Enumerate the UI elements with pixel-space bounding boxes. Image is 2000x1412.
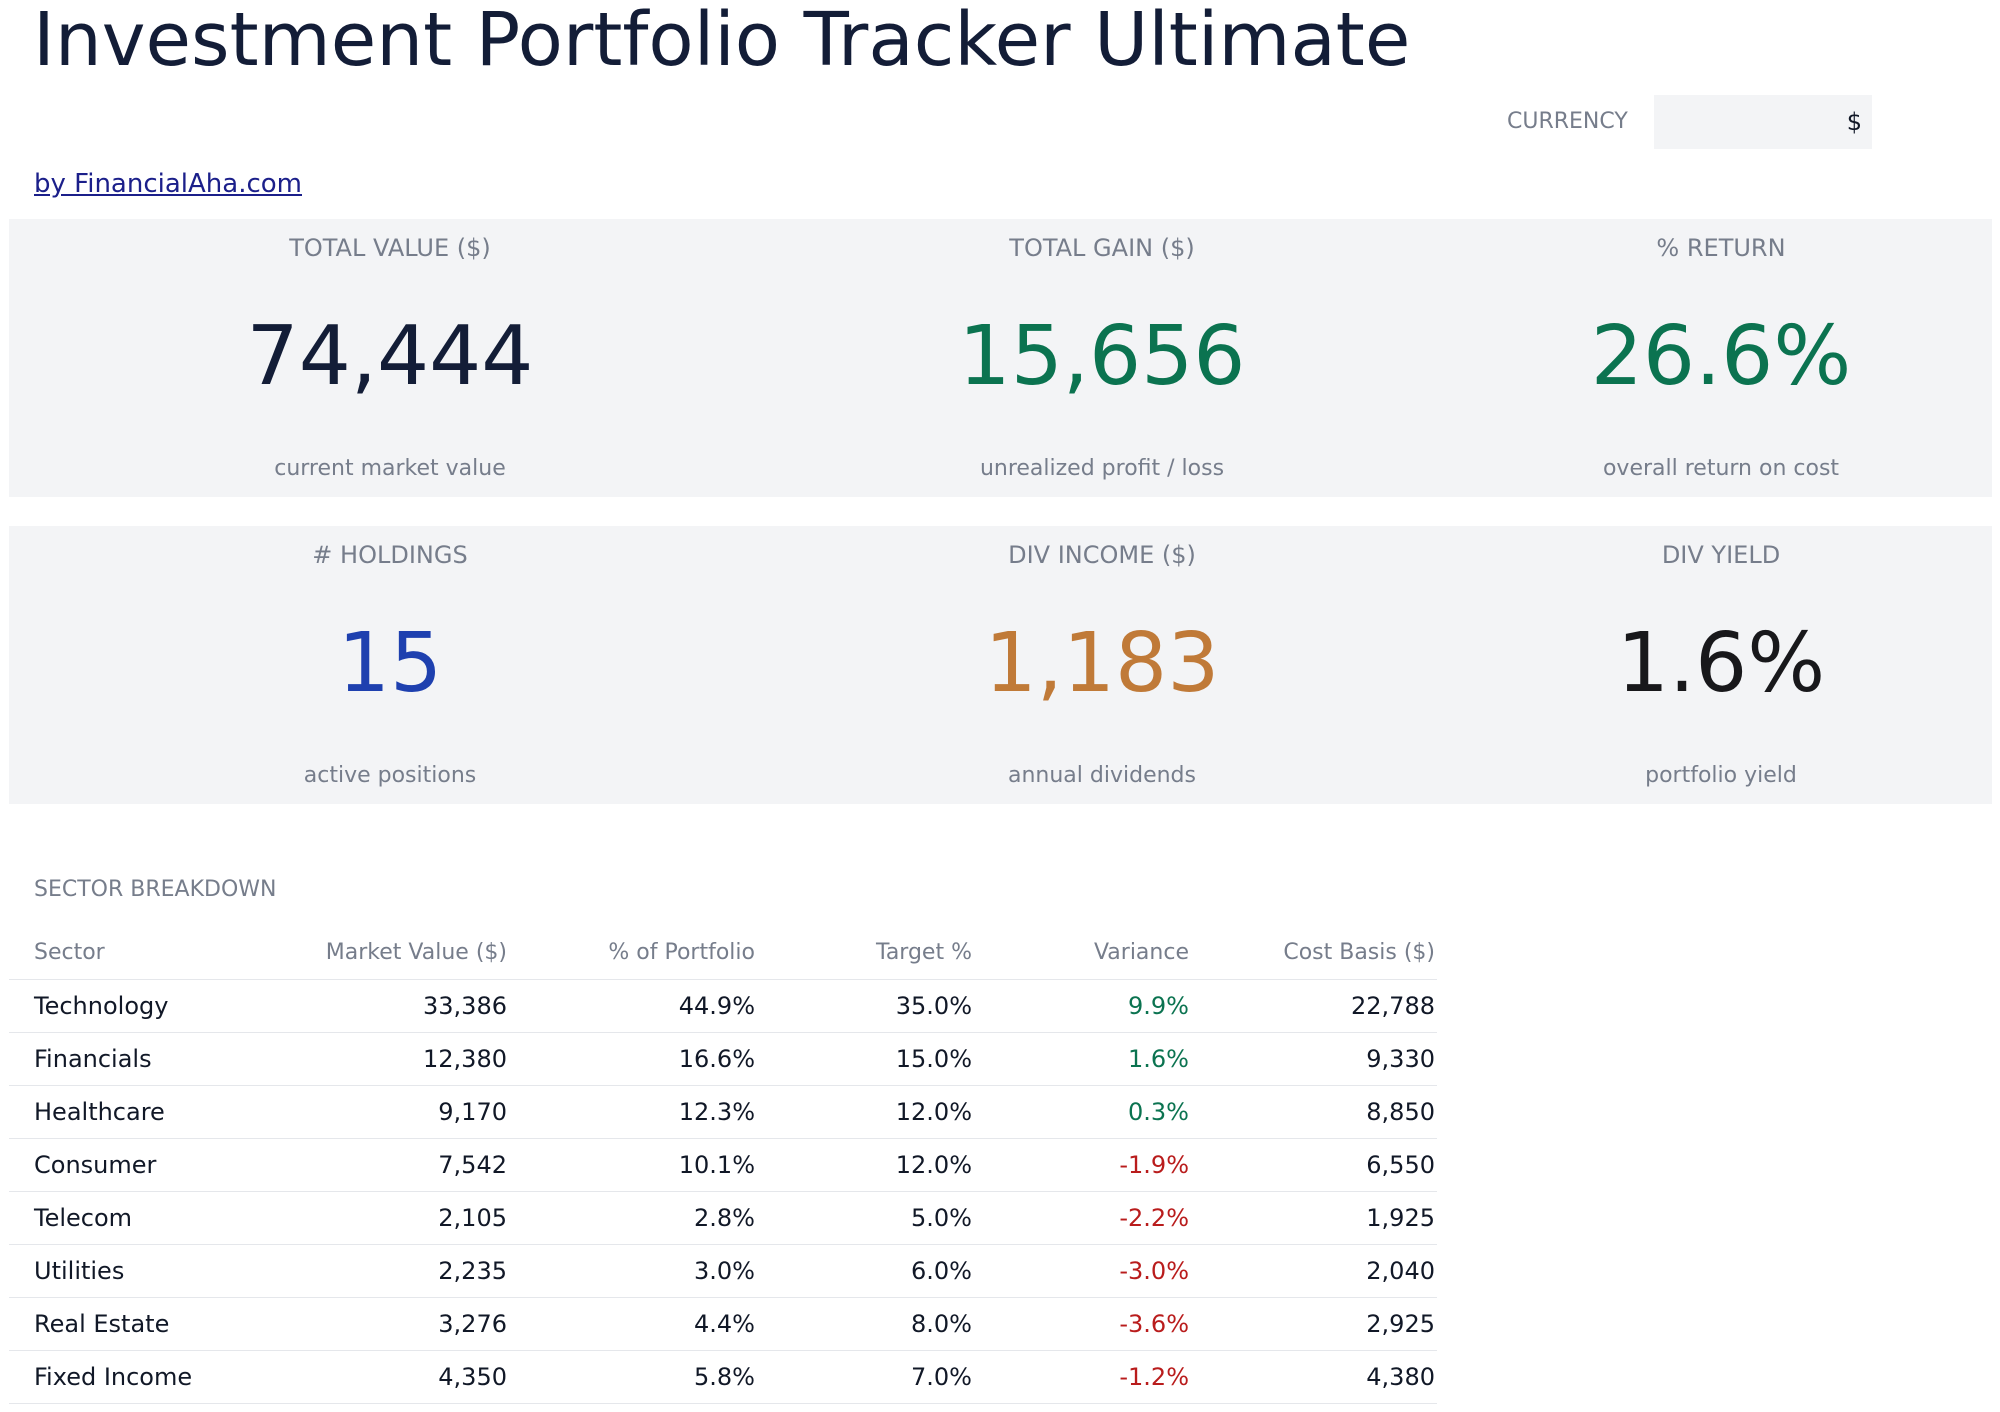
cost-basis-cell: 6,550 [1189, 1138, 1437, 1192]
variance-cell: -1.2% [972, 1350, 1189, 1404]
kpi-caption: portfolio yield [1645, 763, 1797, 788]
kpi-caption: overall return on cost [1602, 456, 1840, 481]
pct-portfolio-cell: 4.4% [507, 1297, 755, 1351]
market-value-cell: 4,350 [258, 1350, 507, 1404]
target-cell: 12.0% [755, 1085, 972, 1139]
column-header-market-value: Market Value ($) [258, 925, 507, 980]
kpi-label: TOTAL VALUE ($) [289, 234, 491, 262]
pct-portfolio-cell: 16.6% [507, 1032, 755, 1086]
currency-label: CURRENCY [1507, 109, 1628, 134]
variance-cell: -3.6% [972, 1297, 1189, 1351]
column-header-variance: Variance [972, 925, 1189, 980]
cost-basis-cell: 8,850 [1189, 1085, 1437, 1139]
column-header-cost-basis: Cost Basis ($) [1189, 925, 1437, 980]
sector-breakdown-heading: SECTOR BREAKDOWN [34, 877, 277, 902]
cost-basis-cell: 22,788 [1189, 979, 1437, 1033]
target-cell: 6.0% [755, 1244, 972, 1298]
kpi-value: 1.6% [1616, 616, 1826, 711]
kpi-label: DIV INCOME ($) [1008, 541, 1196, 569]
table-row: Utilities 2,235 3.0% 6.0% -3.0% 2,040 [9, 1244, 1437, 1298]
kpi-total-gain: TOTAL GAIN ($) 15,656 unrealized profit … [752, 219, 1452, 497]
kpi-panel-secondary: # HOLDINGS 15 active positions DIV INCOM… [9, 526, 1992, 804]
sector-name: Consumer [9, 1138, 258, 1192]
kpi-caption: active positions [303, 763, 477, 788]
pct-portfolio-cell: 2.8% [507, 1191, 755, 1245]
kpi-caption: annual dividends [1008, 763, 1196, 788]
page-title: Investment Portfolio Tracker Ultimate [33, 0, 1411, 83]
kpi-label: TOTAL GAIN ($) [1009, 234, 1195, 262]
sector-name: Utilities [9, 1244, 258, 1298]
cost-basis-cell: 1,925 [1189, 1191, 1437, 1245]
kpi-total-value: TOTAL VALUE ($) 74,444 current market va… [40, 219, 740, 497]
sector-name: Fixed Income [9, 1350, 258, 1404]
variance-cell: 1.6% [972, 1032, 1189, 1086]
variance-cell: -3.0% [972, 1244, 1189, 1298]
table-row: Fixed Income 4,350 5.8% 7.0% -1.2% 4,380 [9, 1350, 1437, 1404]
kpi-value: 26.6% [1590, 309, 1852, 404]
table-row: Consumer 7,542 10.1% 12.0% -1.9% 6,550 [9, 1138, 1437, 1192]
kpi-label: % RETURN [1656, 234, 1786, 262]
kpi-value: 74,444 [246, 309, 534, 404]
pct-portfolio-cell: 44.9% [507, 979, 755, 1033]
column-header-sector: Sector [9, 925, 258, 980]
pct-portfolio-cell: 3.0% [507, 1244, 755, 1298]
cost-basis-cell: 4,380 [1189, 1350, 1437, 1404]
sector-name: Technology [9, 979, 258, 1033]
market-value-cell: 12,380 [258, 1032, 507, 1086]
kpi-value: 15 [337, 616, 443, 711]
market-value-cell: 2,105 [258, 1191, 507, 1245]
kpi-value: 15,656 [958, 309, 1246, 404]
sector-name: Telecom [9, 1191, 258, 1245]
target-cell: 35.0% [755, 979, 972, 1033]
sector-name: Real Estate [9, 1297, 258, 1351]
target-cell: 12.0% [755, 1138, 972, 1192]
target-cell: 8.0% [755, 1297, 972, 1351]
kpi-percent-return: % RETURN 26.6% overall return on cost [1371, 219, 2000, 497]
table-row: Telecom 2,105 2.8% 5.0% -2.2% 1,925 [9, 1191, 1437, 1245]
sector-name: Financials [9, 1032, 258, 1086]
variance-cell: 0.3% [972, 1085, 1189, 1139]
pct-portfolio-cell: 10.1% [507, 1138, 755, 1192]
cost-basis-cell: 2,925 [1189, 1297, 1437, 1351]
kpi-holdings: # HOLDINGS 15 active positions [40, 526, 740, 804]
cost-basis-cell: 2,040 [1189, 1244, 1437, 1298]
byline-link[interactable]: by FinancialAha.com [34, 169, 302, 199]
market-value-cell: 3,276 [258, 1297, 507, 1351]
column-header-target: Target % [755, 925, 972, 980]
kpi-panel-primary: TOTAL VALUE ($) 74,444 current market va… [9, 219, 1992, 497]
variance-cell: 9.9% [972, 979, 1189, 1033]
market-value-cell: 2,235 [258, 1244, 507, 1298]
kpi-label: DIV YIELD [1661, 541, 1781, 569]
kpi-div-income: DIV INCOME ($) 1,183 annual dividends [752, 526, 1452, 804]
currency-input[interactable] [1654, 95, 1872, 149]
kpi-caption: unrealized profit / loss [979, 456, 1225, 481]
table-row: Technology 33,386 44.9% 35.0% 9.9% 22,788 [9, 979, 1437, 1033]
market-value-cell: 9,170 [258, 1085, 507, 1139]
target-cell: 15.0% [755, 1032, 972, 1086]
table-row: Healthcare 9,170 12.3% 12.0% 0.3% 8,850 [9, 1085, 1437, 1139]
column-header-pct-portfolio: % of Portfolio [507, 925, 755, 980]
sector-name: Healthcare [9, 1085, 258, 1139]
market-value-cell: 7,542 [258, 1138, 507, 1192]
target-cell: 5.0% [755, 1191, 972, 1245]
pct-portfolio-cell: 5.8% [507, 1350, 755, 1404]
table-row: Financials 12,380 16.6% 15.0% 1.6% 9,330 [9, 1032, 1437, 1086]
kpi-label: # HOLDINGS [312, 541, 468, 569]
table-row: Real Estate 3,276 4.4% 8.0% -3.6% 2,925 [9, 1297, 1437, 1351]
kpi-value: 1,183 [984, 616, 1220, 711]
kpi-div-yield: DIV YIELD 1.6% portfolio yield [1371, 526, 2000, 804]
table-header-row: Sector Market Value ($) % of Portfolio T… [9, 925, 1437, 980]
sector-breakdown-table: Sector Market Value ($) % of Portfolio T… [9, 925, 1437, 1404]
variance-cell: -2.2% [972, 1191, 1189, 1245]
target-cell: 7.0% [755, 1350, 972, 1404]
pct-portfolio-cell: 12.3% [507, 1085, 755, 1139]
kpi-caption: current market value [274, 456, 506, 481]
variance-cell: -1.9% [972, 1138, 1189, 1192]
cost-basis-cell: 9,330 [1189, 1032, 1437, 1086]
market-value-cell: 33,386 [258, 979, 507, 1033]
